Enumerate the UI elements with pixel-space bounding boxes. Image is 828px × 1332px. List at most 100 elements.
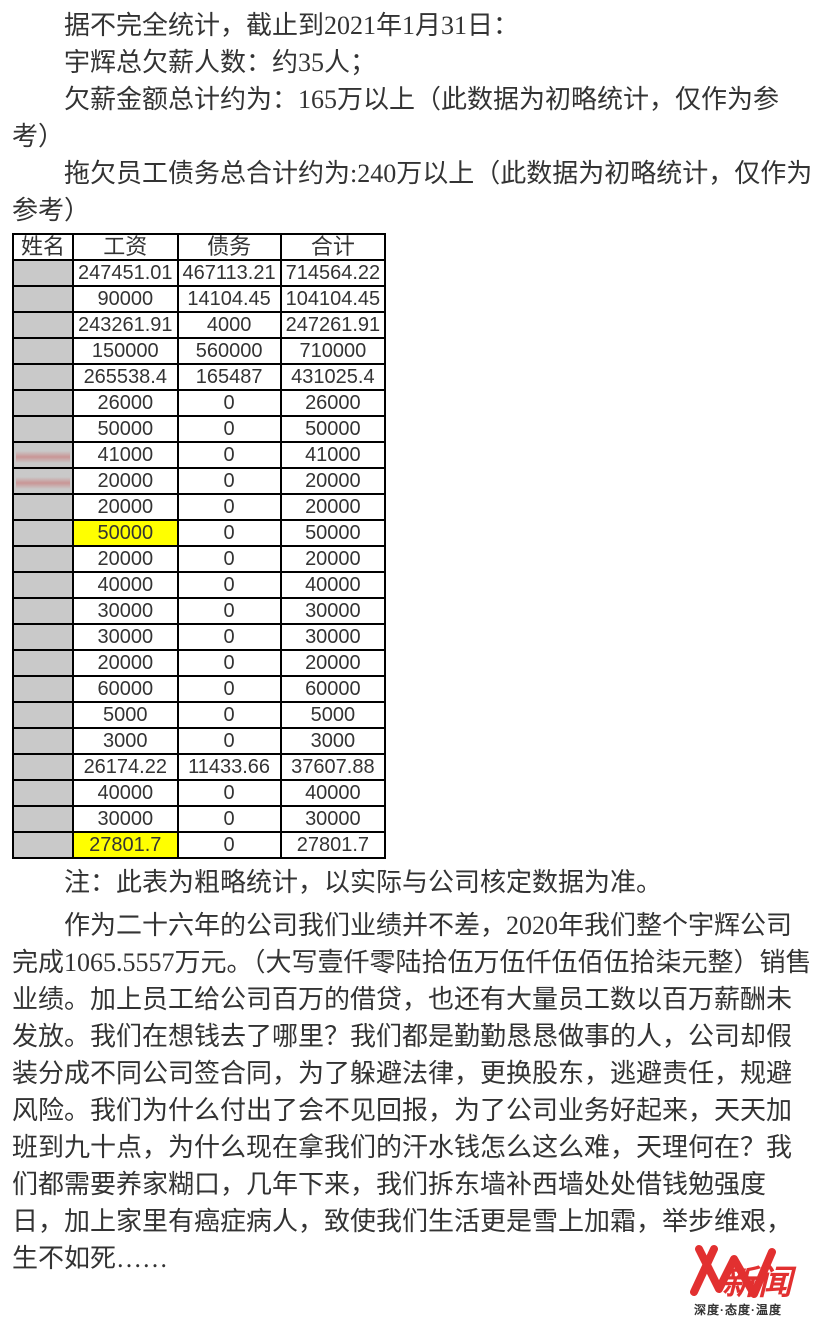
redacted-name-cell bbox=[13, 676, 73, 702]
table-row: 20000020000 bbox=[13, 546, 385, 572]
total-cell: 20000 bbox=[281, 546, 386, 572]
redacted-name-cell bbox=[13, 780, 73, 806]
table-row: 50000050000 bbox=[13, 416, 385, 442]
wage-cell: 40000 bbox=[73, 780, 178, 806]
table-row: 50000050000 bbox=[13, 520, 385, 546]
table-row: 26000026000 bbox=[13, 390, 385, 416]
wage-cell: 26174.22 bbox=[73, 754, 178, 780]
total-cell: 40000 bbox=[281, 780, 386, 806]
table-row: 41000041000 bbox=[13, 442, 385, 468]
document-page: 据不完全统计，截止到2021年1月31日： 宇辉总欠薪人数：约35人； 欠薪金额… bbox=[0, 0, 828, 1277]
debt-cell: 0 bbox=[178, 494, 281, 520]
debt-cell: 0 bbox=[178, 520, 281, 546]
debt-cell: 0 bbox=[178, 728, 281, 754]
wage-cell: 265538.4 bbox=[73, 364, 178, 390]
redacted-name-cell bbox=[13, 364, 73, 390]
wage-cell: 20000 bbox=[73, 650, 178, 676]
redacted-name-cell bbox=[13, 442, 73, 468]
paragraph-people: 宇辉总欠薪人数：约35人； bbox=[12, 45, 816, 82]
paragraph-amount: 欠薪金额总计约为：165万以上（此数据为初略统计，仅作为参考） bbox=[12, 82, 816, 156]
table-row: 20000020000 bbox=[13, 468, 385, 494]
wage-cell: 243261.91 bbox=[73, 312, 178, 338]
table-row: 30000030000 bbox=[13, 624, 385, 650]
total-cell: 714564.22 bbox=[281, 260, 386, 286]
redacted-name-cell bbox=[13, 728, 73, 754]
total-cell: 247261.91 bbox=[281, 312, 386, 338]
total-cell: 26000 bbox=[281, 390, 386, 416]
table-row: 20000020000 bbox=[13, 650, 385, 676]
total-cell: 37607.88 bbox=[281, 754, 386, 780]
wage-cell: 150000 bbox=[73, 338, 178, 364]
paragraph-note: 注：此表为粗略统计，以实际与公司核定数据为准。 bbox=[12, 865, 816, 902]
wage-cell: 3000 bbox=[73, 728, 178, 754]
table-row: 30000030000 bbox=[13, 598, 385, 624]
redacted-name-cell bbox=[13, 598, 73, 624]
debt-cell: 560000 bbox=[178, 338, 281, 364]
debt-cell: 0 bbox=[178, 624, 281, 650]
wage-cell: 40000 bbox=[73, 572, 178, 598]
redacted-name-cell bbox=[13, 546, 73, 572]
table-row: 26174.2211433.6637607.88 bbox=[13, 754, 385, 780]
table-row: 30000030000 bbox=[13, 806, 385, 832]
wage-cell: 30000 bbox=[73, 624, 178, 650]
total-cell: 20000 bbox=[281, 494, 386, 520]
table-row: 150000560000710000 bbox=[13, 338, 385, 364]
table-row: 243261.914000247261.91 bbox=[13, 312, 385, 338]
debt-cell: 0 bbox=[178, 780, 281, 806]
table-row: 20000020000 bbox=[13, 494, 385, 520]
debt-cell: 14104.45 bbox=[178, 286, 281, 312]
news-logo: 新闻 深度·态度·温度 bbox=[664, 1234, 804, 1320]
debt-cell: 0 bbox=[178, 390, 281, 416]
logo-sub-text: 深度·态度·温度 bbox=[694, 1302, 782, 1317]
paragraph-stat-intro: 据不完全统计，截止到2021年1月31日： bbox=[12, 8, 816, 45]
redacted-name-cell bbox=[13, 832, 73, 858]
total-cell: 3000 bbox=[281, 728, 386, 754]
debt-cell: 0 bbox=[178, 598, 281, 624]
debt-cell: 0 bbox=[178, 546, 281, 572]
total-cell: 104104.45 bbox=[281, 286, 386, 312]
wage-cell: 30000 bbox=[73, 598, 178, 624]
col-header-debt: 债务 bbox=[178, 234, 281, 260]
table-row: 40000040000 bbox=[13, 780, 385, 806]
debt-cell: 0 bbox=[178, 442, 281, 468]
debt-cell: 0 bbox=[178, 416, 281, 442]
col-header-wage: 工资 bbox=[73, 234, 178, 260]
table-row: 27801.7027801.7 bbox=[13, 832, 385, 858]
debt-cell: 0 bbox=[178, 676, 281, 702]
redacted-name-cell bbox=[13, 520, 73, 546]
table-row: 265538.4165487431025.4 bbox=[13, 364, 385, 390]
wage-cell: 247451.01 bbox=[73, 260, 178, 286]
redacted-name-cell bbox=[13, 702, 73, 728]
redacted-name-cell bbox=[13, 806, 73, 832]
redacted-name-cell bbox=[13, 338, 73, 364]
total-cell: 27801.7 bbox=[281, 832, 386, 858]
total-cell: 30000 bbox=[281, 806, 386, 832]
redacted-name-cell bbox=[13, 390, 73, 416]
total-cell: 431025.4 bbox=[281, 364, 386, 390]
total-cell: 40000 bbox=[281, 572, 386, 598]
redacted-name-cell bbox=[13, 312, 73, 338]
wage-cell: 90000 bbox=[73, 286, 178, 312]
debt-cell: 0 bbox=[178, 832, 281, 858]
table-row: 247451.01467113.21714564.22 bbox=[13, 260, 385, 286]
paragraph-debt: 拖欠员工债务总合计约为:240万以上（此数据为初略统计，仅作为参考） bbox=[12, 156, 816, 230]
logo-brand-text: 新闻 bbox=[722, 1264, 797, 1302]
table-body: 247451.01467113.21714564.229000014104.45… bbox=[13, 260, 385, 858]
table-row: 60000060000 bbox=[13, 676, 385, 702]
redacted-name-cell bbox=[13, 260, 73, 286]
wage-cell: 20000 bbox=[73, 546, 178, 572]
redacted-name-cell bbox=[13, 650, 73, 676]
wage-cell: 41000 bbox=[73, 442, 178, 468]
table-row: 300003000 bbox=[13, 728, 385, 754]
total-cell: 30000 bbox=[281, 598, 386, 624]
debt-cell: 4000 bbox=[178, 312, 281, 338]
redacted-name-cell bbox=[13, 624, 73, 650]
wage-cell: 60000 bbox=[73, 676, 178, 702]
redacted-name-cell bbox=[13, 416, 73, 442]
redacted-name-cell bbox=[13, 468, 73, 494]
wage-cell: 50000 bbox=[73, 416, 178, 442]
redacted-name-cell bbox=[13, 572, 73, 598]
total-cell: 710000 bbox=[281, 338, 386, 364]
debt-cell: 0 bbox=[178, 702, 281, 728]
debt-cell: 467113.21 bbox=[178, 260, 281, 286]
